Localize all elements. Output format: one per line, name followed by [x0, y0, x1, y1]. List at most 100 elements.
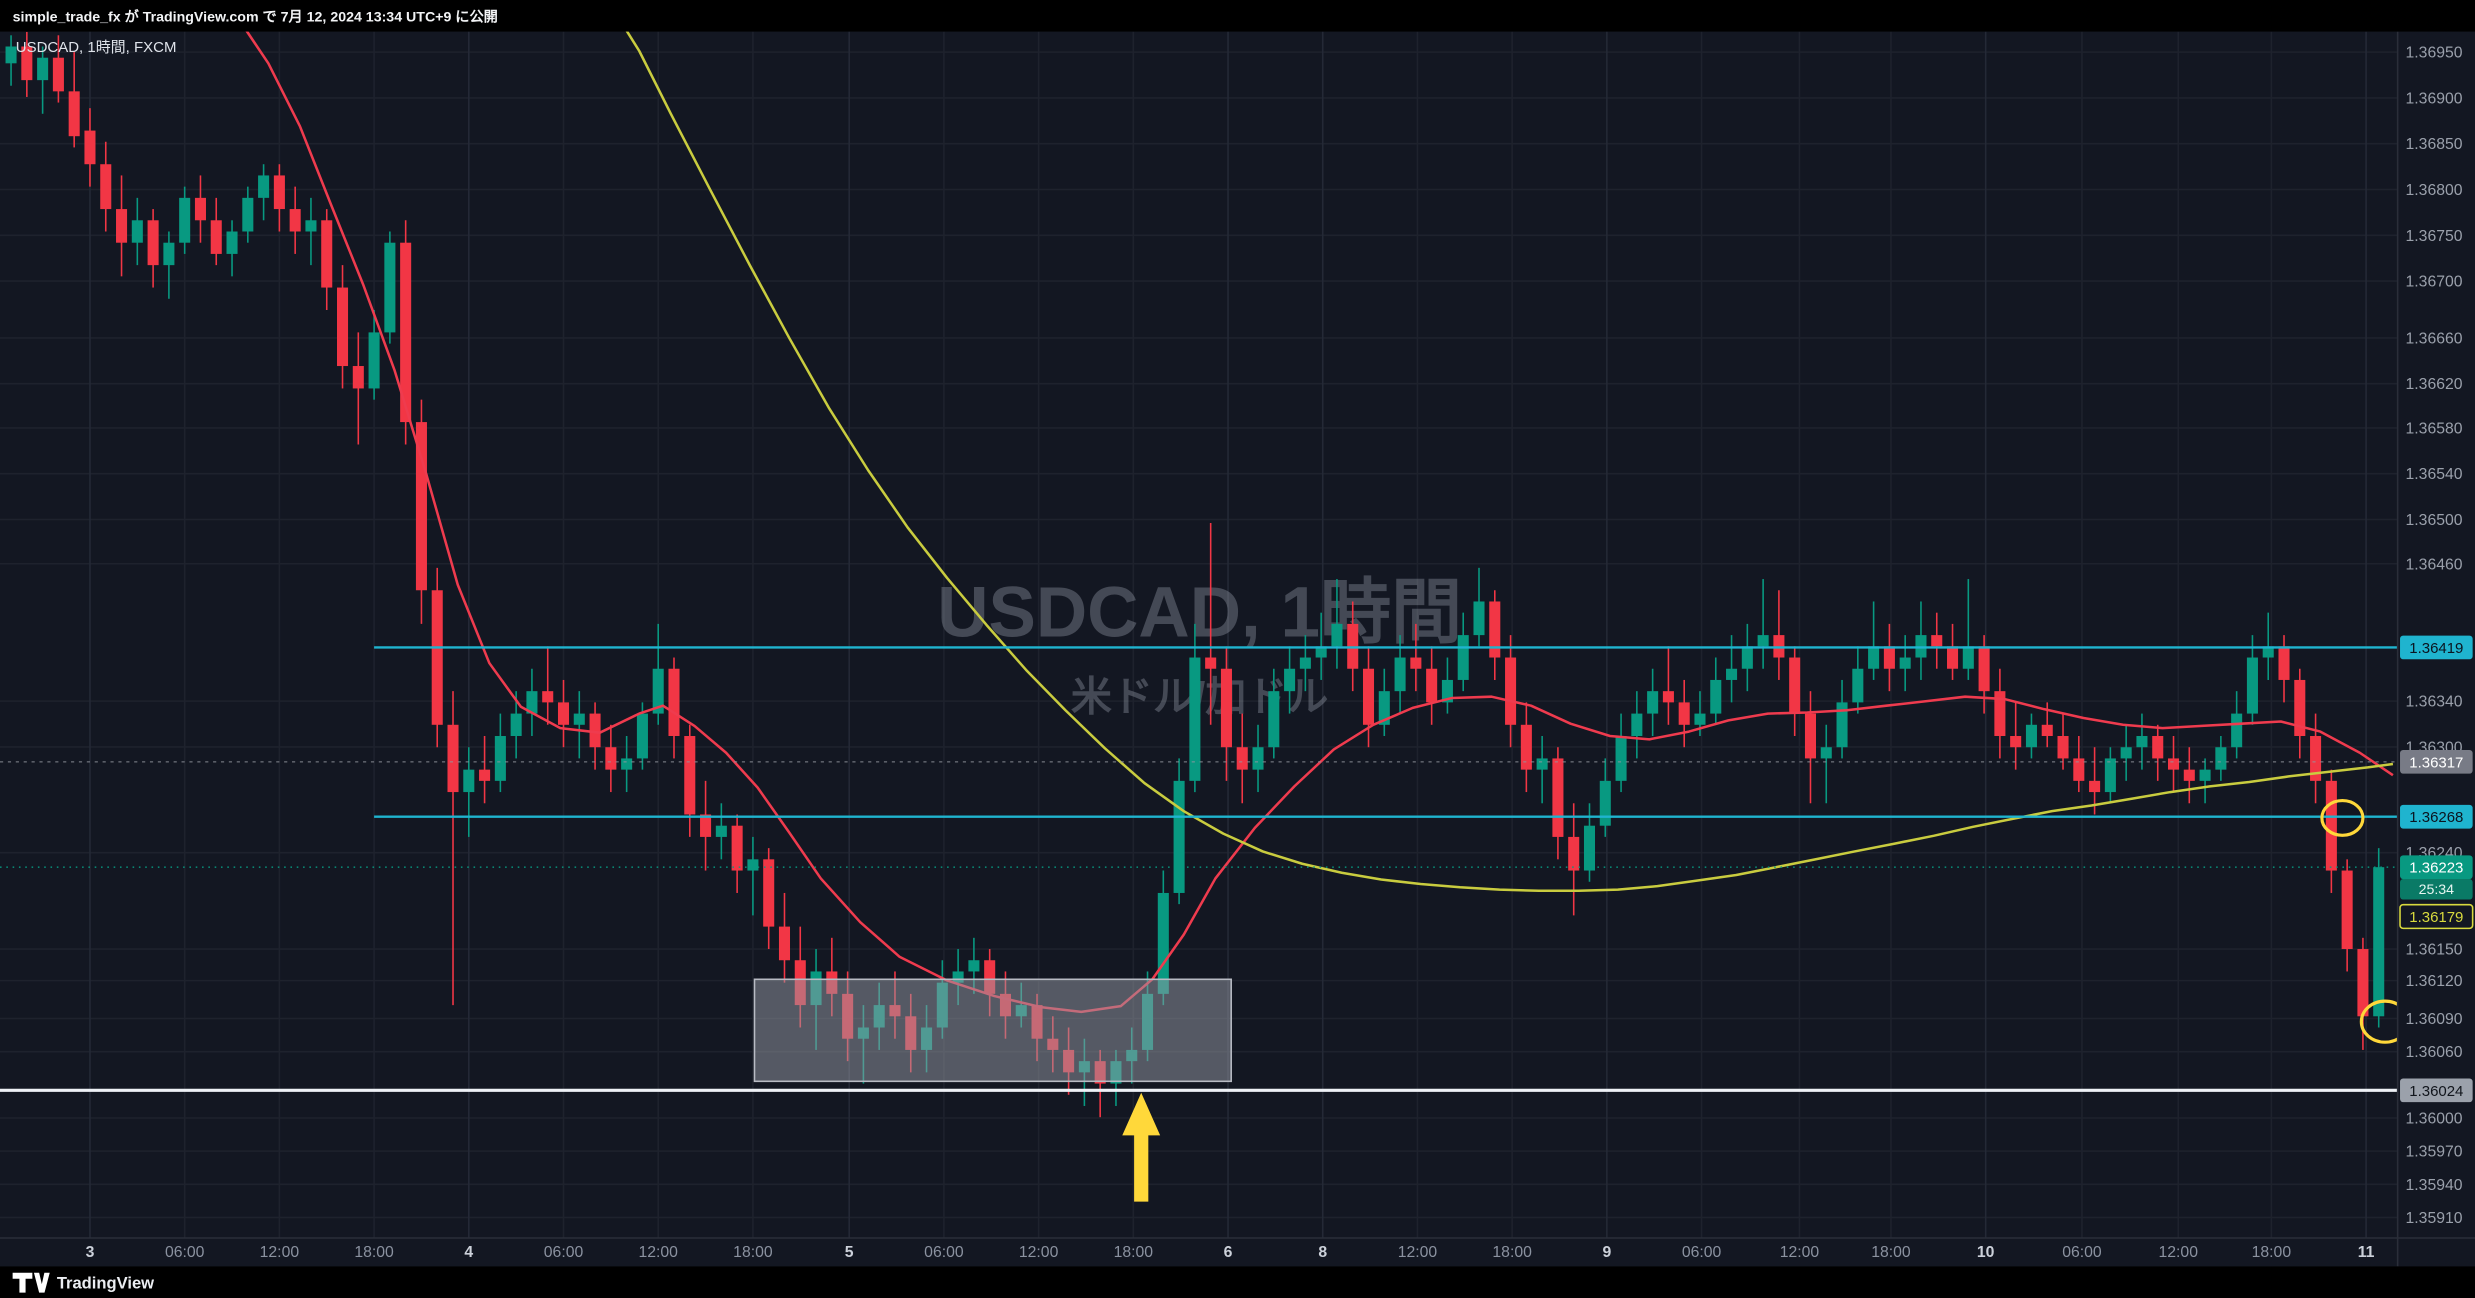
candle: [1220, 646, 1232, 781]
candle: [2310, 713, 2322, 804]
candle: [210, 197, 222, 266]
candle-body: [2199, 769, 2211, 781]
candle-body: [1252, 747, 1264, 770]
axis-backgrounds: [0, 0, 2475, 1267]
candle: [368, 309, 380, 400]
ma-slow-line[interactable]: [606, 0, 2394, 893]
price-label-bg: [2400, 855, 2473, 880]
candle: [305, 197, 317, 266]
candle-body: [1426, 668, 1438, 703]
price-label-cyan[interactable]: 1.36268: [2400, 804, 2473, 829]
candle: [2104, 747, 2116, 804]
price-label-cyan[interactable]: 1.36419: [2400, 635, 2473, 660]
candle: [700, 780, 712, 871]
candle: [2215, 736, 2227, 781]
candle: [179, 186, 191, 254]
time-tick-label: 06:00: [544, 1244, 584, 1261]
time-tick-label: 4: [464, 1244, 473, 1261]
candle: [2167, 736, 2180, 793]
price-label-last[interactable]: 1.36223 25:34: [2400, 855, 2473, 900]
candle-body: [573, 713, 585, 725]
watermark-title: USDCAD, 1時間: [937, 573, 1462, 652]
moving-averages[interactable]: [235, 0, 2394, 1014]
candle: [242, 186, 254, 243]
rectangle-drawing[interactable]: [753, 978, 1232, 1083]
candle-body: [1489, 601, 1501, 658]
candle: [1615, 713, 1627, 793]
price-tick-label: 1.36750: [2406, 228, 2463, 245]
candle: [1284, 646, 1296, 714]
candle: [384, 231, 396, 344]
candle-body: [1678, 702, 1690, 725]
candle-body: [1473, 601, 1485, 636]
candle-body: [2010, 736, 2022, 748]
price-label-gray2[interactable]: 1.36024: [2400, 1078, 2473, 1103]
candle-body: [2373, 867, 2385, 1017]
candle-body: [447, 724, 459, 793]
candle-body: [2294, 679, 2306, 737]
time-axis[interactable]: 3 06:00 12:00 18:00 4 06:00 12:00 18:00 5 06:00 12…: [86, 1244, 2375, 1261]
price-label-alert[interactable]: 1.36179: [2399, 903, 2474, 930]
candle-body: [636, 713, 648, 759]
time-tick-label: 18:00: [2252, 1244, 2292, 1261]
candle: [731, 814, 743, 893]
candle-body: [258, 175, 270, 198]
candle: [1757, 579, 1769, 669]
candle-body: [242, 197, 254, 232]
candle: [2199, 758, 2211, 804]
candle: [1189, 623, 1201, 793]
candle-body: [1599, 780, 1611, 826]
rectangle-zone[interactable]: [753, 978, 1232, 1083]
candle: [715, 803, 727, 860]
candle-body: [68, 91, 80, 137]
candle-body: [2278, 646, 2290, 680]
footer-band: [0, 1266, 2475, 1298]
candle: [1173, 758, 1185, 905]
price-label-gray[interactable]: 1.36317: [2400, 749, 2473, 774]
candle: [1852, 646, 1864, 714]
tradingview-logo-text[interactable]: TradingView: [57, 1274, 154, 1293]
time-tick-label: 8: [1318, 1244, 1327, 1261]
candle-body: [700, 814, 712, 837]
candle: [1520, 702, 1532, 793]
candle: [37, 46, 49, 114]
candle: [1962, 579, 1974, 680]
candle: [336, 265, 349, 389]
candle-body: [668, 668, 680, 737]
candle-body: [2167, 758, 2180, 770]
time-tick-label: 12:00: [2159, 1244, 2199, 1261]
price-tick-label: 1.36500: [2406, 512, 2463, 529]
candle-body: [163, 242, 175, 266]
candle: [668, 657, 680, 759]
candle: [1899, 635, 1911, 692]
price-axis[interactable]: 1.36950 1.36900 1.36850 1.36800 1.36750 1.367…: [2406, 45, 2463, 1227]
horizontal-line-drawings[interactable]: [0, 646, 2398, 1092]
candle: [778, 892, 791, 983]
highlight-ellipse[interactable]: [2320, 799, 2365, 837]
up-arrow-marker[interactable]: [1122, 1092, 1161, 1202]
ma-fast-line[interactable]: [235, 15, 2394, 1014]
time-tick-label: 12:00: [1019, 1244, 1059, 1261]
price-tick-label: 1.36950: [2406, 45, 2463, 62]
symbol-legend[interactable]: USDCAD, 1時間, FXCM: [16, 39, 177, 56]
candle-body: [2246, 657, 2258, 714]
candle: [747, 836, 759, 916]
candle-body: [1804, 713, 1816, 759]
candle: [147, 209, 159, 288]
candle: [1457, 612, 1469, 692]
candle: [1836, 679, 1848, 759]
price-tick-label: 1.36850: [2406, 136, 2463, 153]
time-tick-label: 06:00: [165, 1244, 205, 1261]
tradingview-logo-icon[interactable]: [12, 1272, 50, 1293]
candle: [1552, 747, 1564, 860]
candle-body: [1615, 736, 1627, 781]
candle-body: [2325, 780, 2337, 871]
footer-bar: TradingView: [0, 1266, 2475, 1298]
candle-body: [1852, 668, 1864, 703]
candle-body: [2120, 747, 2132, 759]
candle: [1662, 646, 1674, 725]
candle: [116, 175, 128, 277]
candle: [5, 35, 17, 86]
price-axis-background[interactable]: [2397, 0, 2475, 1267]
